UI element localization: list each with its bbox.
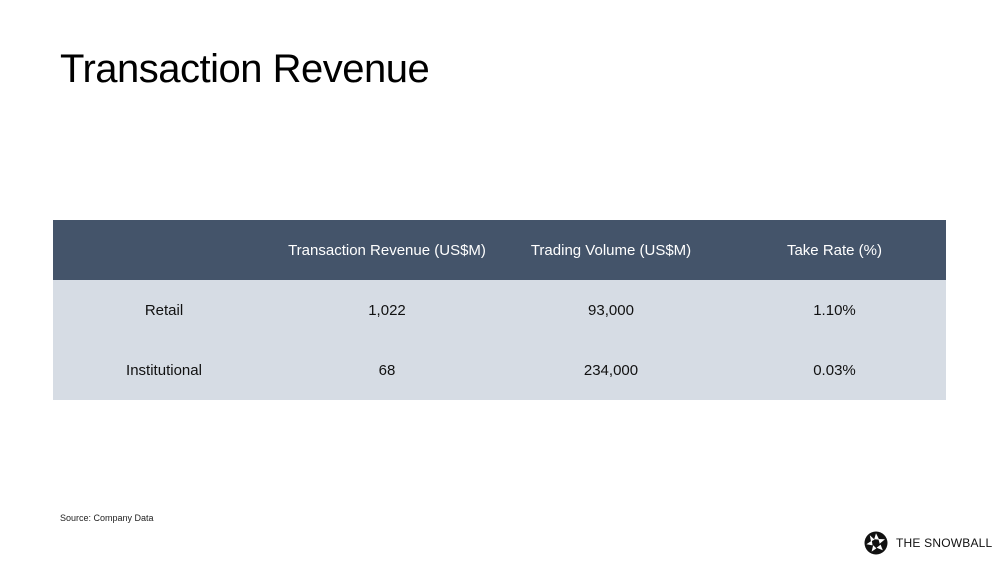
source-note: Source: Company Data bbox=[60, 513, 154, 523]
trading-volume-cell: 234,000 bbox=[583, 361, 639, 379]
header-take-rate: Take Rate (%) bbox=[786, 241, 883, 259]
aperture-logo-icon bbox=[864, 531, 888, 555]
table-row: Institutional 68 234,000 0.03% bbox=[53, 340, 946, 400]
header-cell-empty bbox=[53, 220, 275, 280]
table-row: Retail 1,022 93,000 1.10% bbox=[53, 280, 946, 340]
row-label: Institutional bbox=[126, 361, 202, 379]
transaction-revenue-cell: 1,022 bbox=[368, 301, 406, 319]
slide-title: Transaction Revenue bbox=[60, 47, 430, 91]
header-trading-volume: Trading Volume (US$M) bbox=[530, 241, 692, 259]
transaction-revenue-cell: 68 bbox=[378, 361, 396, 379]
take-rate-cell: 1.10% bbox=[813, 301, 856, 319]
row-label: Retail bbox=[144, 301, 184, 319]
header-transaction-revenue: Transaction Revenue (US$M) bbox=[288, 241, 486, 259]
trading-volume-cell: 93,000 bbox=[588, 301, 634, 319]
brand-name: THE SNOWBALL bbox=[896, 536, 993, 550]
table-header-row: Transaction Revenue (US$M) Trading Volum… bbox=[53, 220, 946, 280]
brand-mark: THE SNOWBALL bbox=[864, 531, 992, 555]
take-rate-cell: 0.03% bbox=[813, 361, 856, 379]
revenue-table: Transaction Revenue (US$M) Trading Volum… bbox=[53, 220, 946, 400]
